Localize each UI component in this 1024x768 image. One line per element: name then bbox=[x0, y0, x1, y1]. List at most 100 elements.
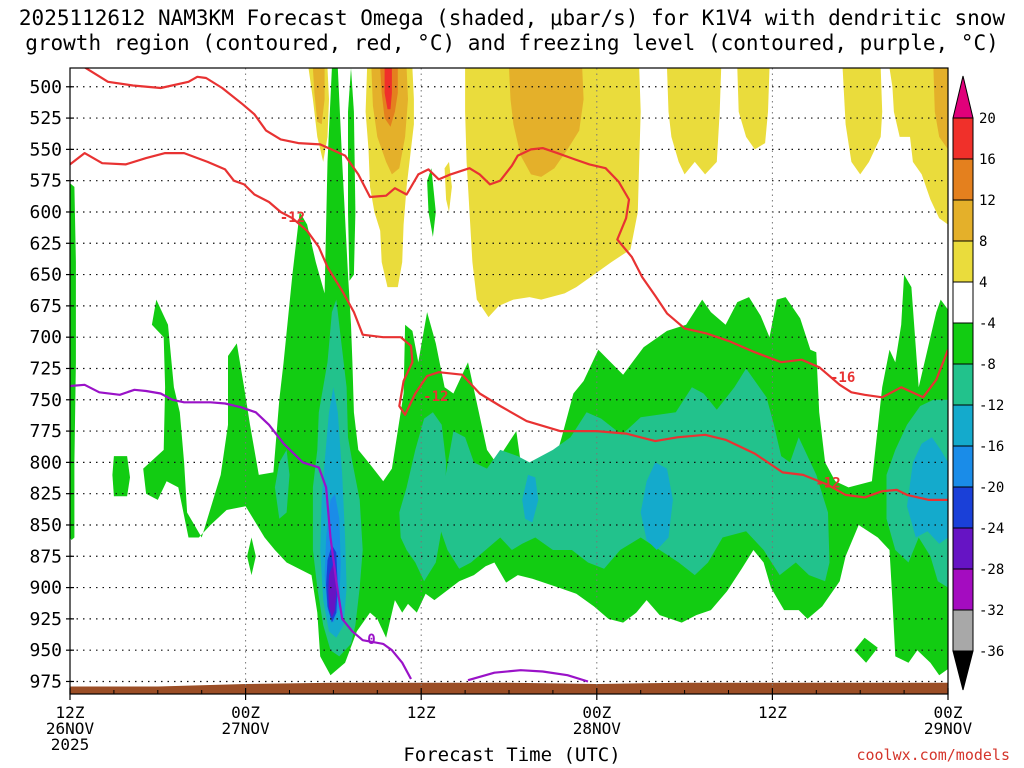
x-tick-label-36-2: 28NOV bbox=[573, 719, 622, 738]
purple-contour-freezing_level_upper bbox=[70, 383, 412, 680]
fill-blue_patch_c bbox=[907, 437, 948, 544]
colorbar-label-5: -4 bbox=[979, 316, 996, 332]
colorbar-label-9: -20 bbox=[979, 480, 1004, 496]
y-tick-label-625: 625 bbox=[29, 233, 62, 254]
x-tick-label-60-1: 00Z bbox=[934, 703, 963, 722]
fill-yellow_e bbox=[737, 68, 770, 150]
fill-yellow_d bbox=[667, 68, 722, 175]
y-tick-label-800: 800 bbox=[29, 452, 62, 473]
y-tick-label-600: 600 bbox=[29, 202, 62, 223]
fill-green_dot bbox=[247, 537, 256, 576]
purple-contour-freezing_level_lower bbox=[467, 669, 589, 683]
fill-yellow_c bbox=[465, 68, 641, 318]
fill-green_bottom_right bbox=[854, 637, 878, 663]
fill-indigo_column bbox=[328, 565, 337, 618]
red-contour-dgz_top bbox=[83, 68, 948, 399]
colorbar-bin-5 bbox=[952, 322, 974, 365]
colorbar-bin-12 bbox=[952, 609, 974, 652]
y-tick-label-675: 675 bbox=[29, 296, 62, 317]
fill-green_spike_mid bbox=[348, 68, 356, 281]
colorbar-label-7: -12 bbox=[979, 398, 1004, 414]
colorbar-label-6: -8 bbox=[979, 357, 996, 373]
omega-colorbar: 20 16 12 8 4 -4 -8 -12 -16 -20 -24 -28 -32 -36 bbox=[952, 75, 1004, 691]
colorbar-label-4: 4 bbox=[979, 275, 987, 291]
fill-green_tiny bbox=[427, 168, 436, 237]
colorbar-bin-0 bbox=[952, 117, 974, 160]
colorbar-bin-6 bbox=[952, 363, 974, 406]
colorbar-label-13: -36 bbox=[979, 644, 1004, 660]
colorbar-label-12: -32 bbox=[979, 603, 1004, 619]
colorbar-bin-4 bbox=[952, 281, 974, 324]
y-tick-label-550: 550 bbox=[29, 139, 62, 160]
y-tick-label-875: 875 bbox=[29, 546, 62, 567]
fill-gold_a bbox=[312, 68, 325, 125]
x-tick-label-0-3: 2025 bbox=[51, 735, 90, 754]
colorbar-bin-7 bbox=[952, 404, 974, 447]
fill-teal_small_a bbox=[274, 449, 290, 519]
y-tick-label-525: 525 bbox=[29, 108, 62, 129]
contour-label-4: 0 bbox=[367, 632, 375, 648]
x-tick-label-60-2: 29NOV bbox=[924, 719, 973, 738]
colorbar-bin-8 bbox=[952, 445, 974, 488]
x-tick-label-36-1: 00Z bbox=[582, 703, 611, 722]
x-tick-label-0-2: 26NOV bbox=[46, 719, 95, 738]
x-tick-label-48-1: 12Z bbox=[758, 703, 787, 722]
colorbar-bin-10 bbox=[952, 527, 974, 570]
colorbar-label-3: 8 bbox=[979, 234, 987, 250]
y-tick-label-700: 700 bbox=[29, 327, 62, 348]
colorbar-bin-3 bbox=[952, 240, 974, 283]
y-tick-label-500: 500 bbox=[29, 77, 62, 98]
colorbar-bin-11 bbox=[952, 568, 974, 611]
y-tick-label-850: 850 bbox=[29, 515, 62, 536]
contour-label-2: -16 bbox=[830, 370, 855, 386]
temperature-contours bbox=[70, 68, 948, 683]
fill-green_left_edge bbox=[70, 183, 76, 540]
y-tick-label-575: 575 bbox=[29, 171, 62, 192]
colorbar-label-8: -16 bbox=[979, 439, 1004, 455]
colorbar-label-1: 16 bbox=[979, 152, 996, 168]
contour-label-0: -12 bbox=[280, 210, 305, 226]
fill-teal_left_bulge bbox=[399, 412, 447, 582]
pressure-axis: 500 525 550 575 600 625 650 675 700 725 750 775 800 8… bbox=[29, 77, 74, 692]
colorbar-bottom-triangle bbox=[952, 650, 974, 691]
y-tick-label-900: 900 bbox=[29, 578, 62, 599]
fill-yellow_f bbox=[842, 68, 883, 175]
x-tick-label-24-1: 12Z bbox=[407, 703, 436, 722]
red-contour-dgz_minus12 bbox=[70, 152, 948, 501]
colorbar-bin-1 bbox=[952, 158, 974, 201]
colorbar-label-10: -24 bbox=[979, 521, 1004, 537]
contour-label-3: -12 bbox=[815, 475, 840, 491]
contour-labels: -12 -12 -16 -12 0 bbox=[280, 210, 856, 648]
colorbar-bin-9 bbox=[952, 486, 974, 529]
chart-title-line-2: growth region (contoured, red, °C) and f… bbox=[25, 31, 999, 55]
colorbar-label-11: -28 bbox=[979, 562, 1004, 578]
y-tick-label-825: 825 bbox=[29, 484, 62, 505]
chart-title-line-1: 2025112612 NAM3KM Forecast Omega (shaded… bbox=[18, 6, 1006, 30]
fill-yellow_g bbox=[889, 68, 948, 225]
fill-blue_patch_a bbox=[522, 474, 539, 523]
x-axis-label: Forecast Time (UTC) bbox=[403, 744, 621, 766]
colorbar-label-2: 12 bbox=[979, 193, 996, 209]
fill-teal_main bbox=[438, 368, 830, 582]
fill-green_small_left bbox=[112, 456, 130, 497]
x-tick-label-12-1: 00Z bbox=[231, 703, 260, 722]
fill-red_a bbox=[384, 68, 392, 110]
y-tick-label-925: 925 bbox=[29, 609, 62, 630]
x-tick-label-12-2: 27NOV bbox=[222, 719, 271, 738]
x-tick-label-0-1: 12Z bbox=[56, 703, 85, 722]
colorbar-label-0: 20 bbox=[979, 111, 996, 127]
y-tick-label-750: 750 bbox=[29, 390, 62, 411]
y-tick-label-775: 775 bbox=[29, 421, 62, 442]
colorbar-top-triangle bbox=[952, 75, 974, 119]
colorbar-bin-2 bbox=[952, 199, 974, 242]
y-tick-label-650: 650 bbox=[29, 265, 62, 286]
y-tick-label-975: 975 bbox=[29, 671, 62, 692]
y-tick-label-725: 725 bbox=[29, 358, 62, 379]
fill-blue_patch_b bbox=[640, 462, 673, 550]
fill-yellow_h bbox=[444, 161, 452, 212]
site-credit: coolwx.com/models bbox=[856, 746, 1010, 764]
contour-label-1: -12 bbox=[423, 389, 448, 405]
y-tick-label-950: 950 bbox=[29, 640, 62, 661]
